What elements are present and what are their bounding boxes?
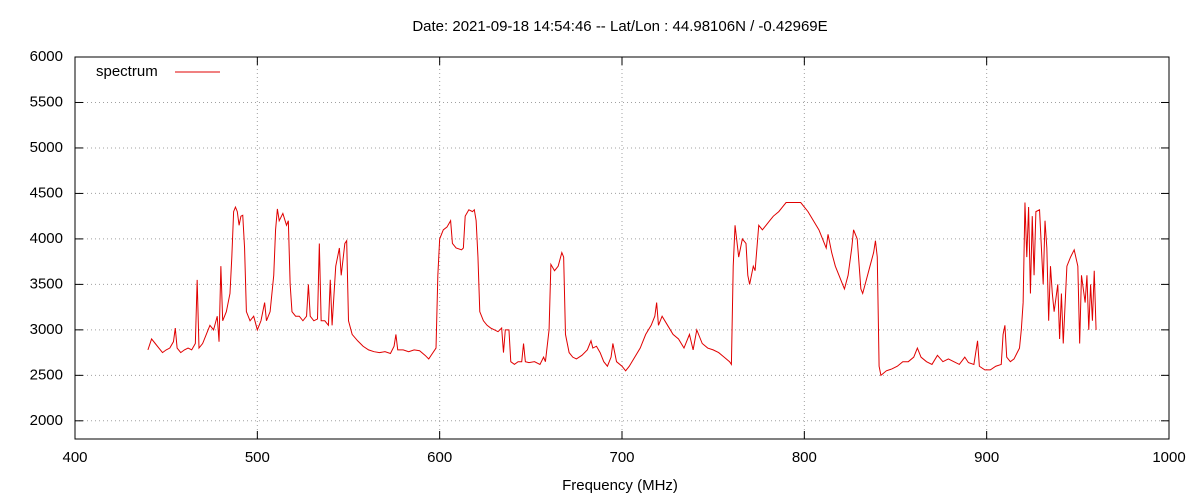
y-tick-label: 6000 [30, 48, 63, 65]
y-tick-label: 5500 [30, 93, 63, 110]
x-tick-label: 700 [609, 449, 634, 466]
y-tick-label: 3000 [30, 321, 63, 338]
y-tick-label: 3500 [30, 275, 63, 292]
y-tick-label: 5000 [30, 139, 63, 156]
y-tick-label: 4000 [30, 230, 63, 247]
legend-label: spectrum [96, 63, 158, 80]
y-tick-label: 4500 [30, 184, 63, 201]
x-tick-label: 1000 [1152, 449, 1185, 466]
chart-title: Date: 2021-09-18 14:54:46 -- Lat/Lon : 4… [412, 18, 827, 35]
plot-frame [74, 56, 1170, 440]
y-tick-label: 2500 [30, 366, 63, 383]
x-tick-label: 400 [62, 449, 87, 466]
x-tick-label: 900 [974, 449, 999, 466]
y-tick-label: 2000 [30, 412, 63, 429]
x-axis-label: Frequency (MHz) [562, 477, 678, 494]
x-tick-label: 800 [792, 449, 817, 466]
x-tick-label: 500 [245, 449, 270, 466]
x-tick-label: 600 [427, 449, 452, 466]
series-line [147, 202, 1097, 377]
